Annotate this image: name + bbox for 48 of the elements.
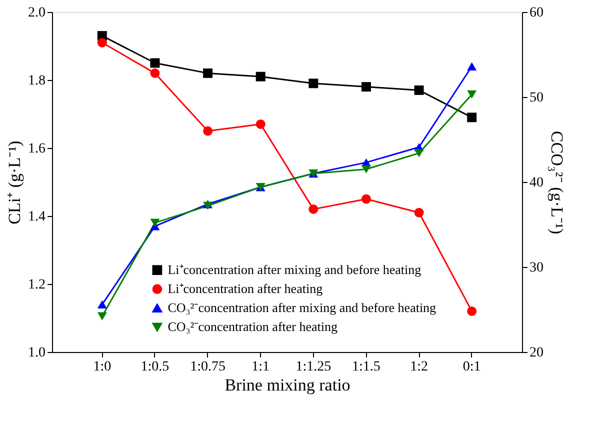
- point: [97, 300, 107, 309]
- point: [414, 208, 424, 218]
- y-tick-label: 1.8: [28, 74, 46, 88]
- x-tick-label: 1:2: [410, 360, 428, 374]
- point: [150, 68, 160, 78]
- y2-tick-label: 30: [530, 260, 544, 276]
- legend-label: Li⁺concentration after heating: [168, 281, 324, 296]
- y-tick-label: 1.6: [28, 142, 46, 156]
- x-tick-label: 1:1.5: [352, 360, 380, 374]
- point: [414, 85, 424, 95]
- y2-tick-label: 60: [530, 6, 544, 20]
- x-tick-label: 0:1: [462, 360, 481, 374]
- y-tick-label: 1.0: [28, 346, 46, 360]
- y2-tick-label: 40: [530, 176, 544, 190]
- point: [361, 82, 371, 92]
- point: [414, 148, 424, 158]
- y-tick-label: 2.0: [28, 6, 46, 20]
- point: [361, 194, 371, 204]
- y-tick-label: 1.4: [28, 210, 46, 224]
- point: [203, 126, 213, 136]
- point: [308, 204, 318, 214]
- x-tick-label: 1:0.75: [190, 360, 226, 374]
- x-tick-label: 1:1: [252, 360, 270, 374]
- point: [97, 38, 107, 48]
- y2-tick-label: 50: [530, 90, 544, 106]
- y2-tick-label: 20: [530, 346, 544, 360]
- point: [150, 58, 160, 68]
- y2-axis-title: CCO₃²⁻ (g·L⁻¹): [548, 130, 566, 234]
- x-tick-label: 1:1.25: [296, 360, 332, 374]
- legend-label: Li⁺concentration after mixing and before heating: [168, 262, 422, 278]
- point: [467, 306, 477, 316]
- x-tick-label: 1:0: [93, 360, 112, 374]
- point: [467, 112, 477, 122]
- y-tick-label: 1.2: [28, 278, 46, 292]
- y-axis-title: CLi⁺ (g·L⁻¹): [5, 140, 24, 224]
- point: [467, 90, 477, 99]
- point: [256, 72, 266, 82]
- point: [467, 62, 477, 71]
- point: [308, 78, 318, 88]
- point: [361, 165, 371, 174]
- legend-label: CO₃²⁻concentration after heating: [168, 319, 338, 334]
- x-tick-label: 1:0.5: [140, 360, 170, 374]
- legend-label: CO₃²⁻concentration after mixing and before heating: [168, 300, 437, 316]
- point: [256, 119, 266, 129]
- point: [203, 68, 213, 78]
- point: [97, 312, 107, 320]
- point: [150, 218, 160, 227]
- x-axis-title: Brine mixing ratio: [224, 376, 350, 394]
